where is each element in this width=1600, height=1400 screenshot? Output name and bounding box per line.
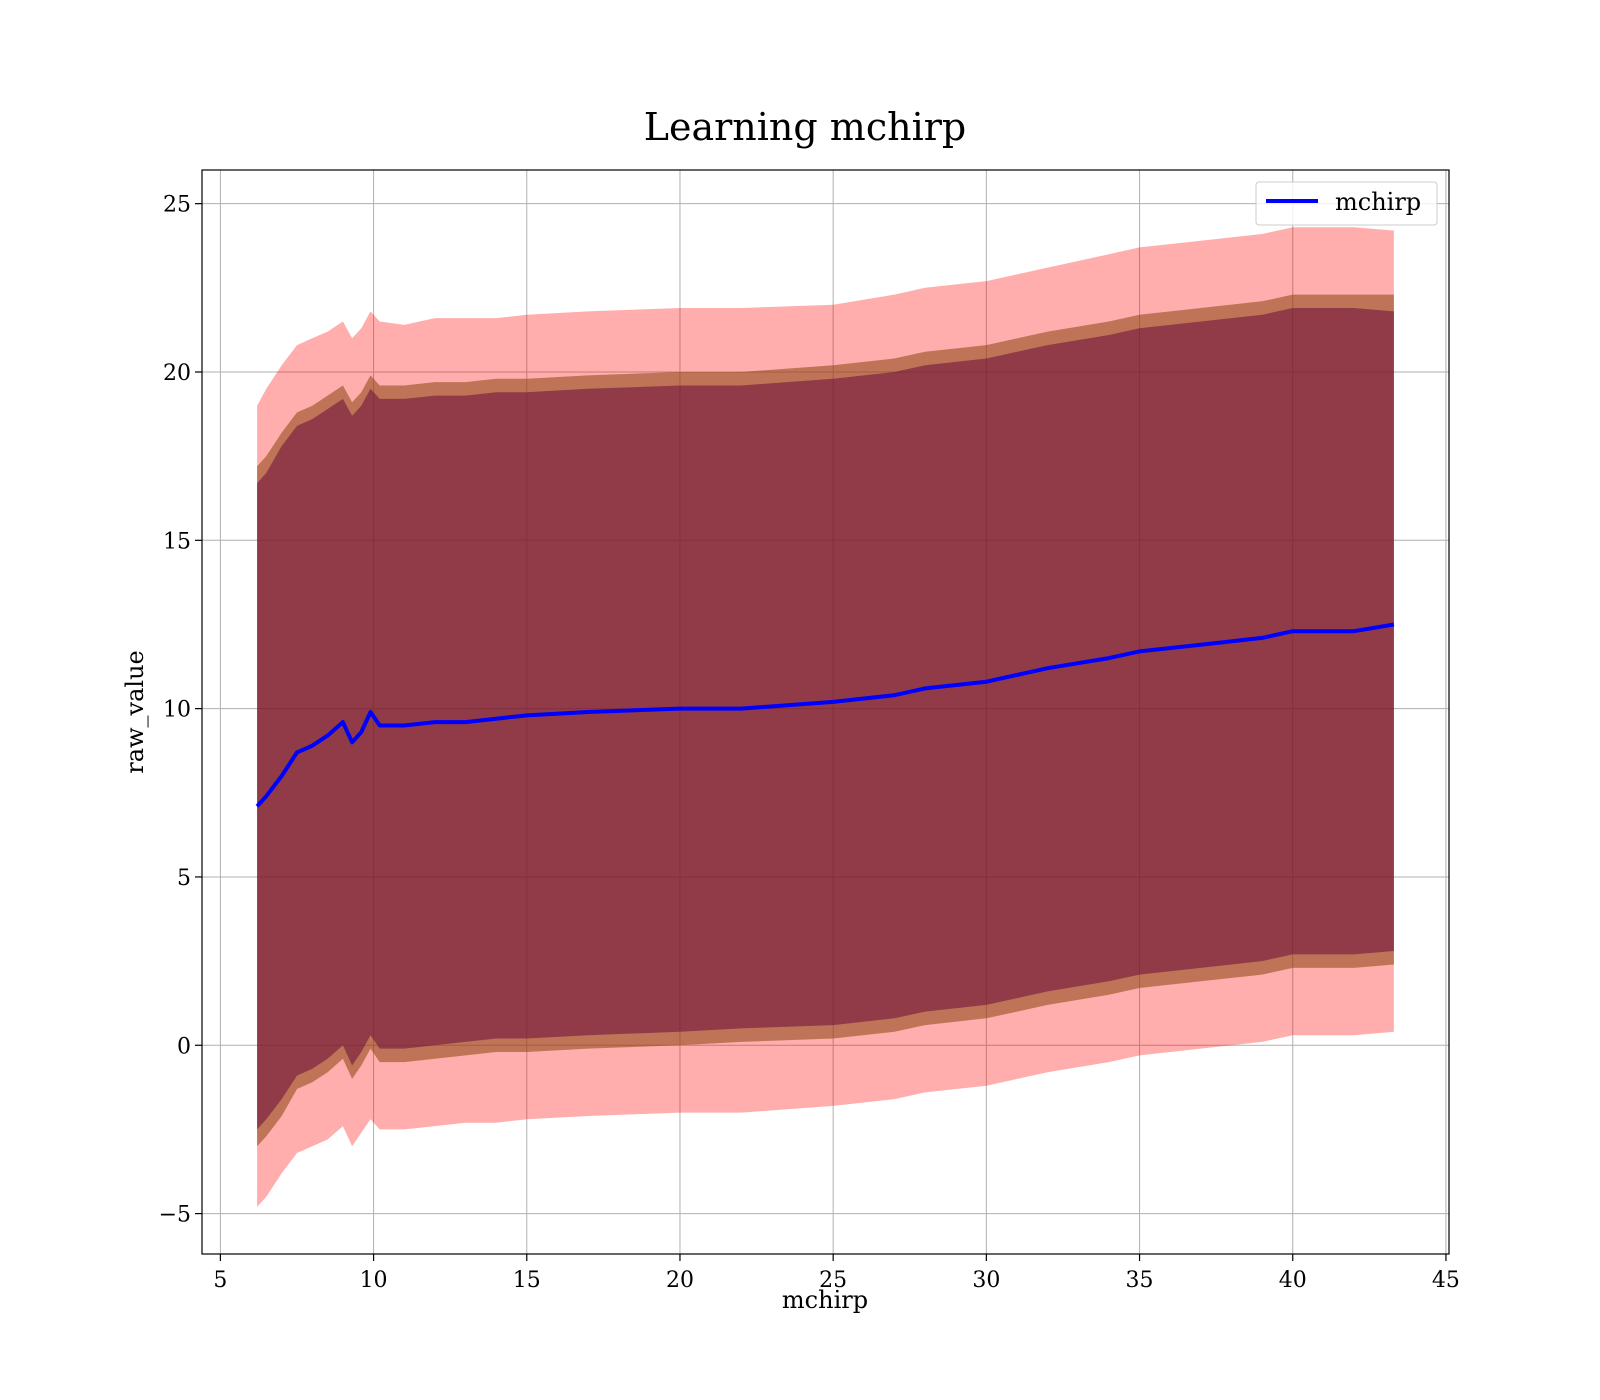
- legend: mchirp: [1255, 181, 1438, 226]
- y-axis: −5 0 5 10 15 20 25: [159, 193, 202, 1228]
- x-tick-label: 30: [972, 1268, 1000, 1293]
- x-tick-label: 10: [360, 1268, 388, 1293]
- x-tick-label: 35: [1126, 1268, 1154, 1293]
- y-tick-label: 25: [163, 193, 191, 218]
- x-tick-label: 5: [213, 1268, 227, 1293]
- x-axis-label: mchirp: [782, 1286, 868, 1314]
- band-inner-band: [257, 308, 1394, 1130]
- y-tick-label: 10: [163, 698, 191, 723]
- x-tick-label: 20: [666, 1268, 694, 1293]
- legend-label-mchirp: mchirp: [1335, 188, 1421, 216]
- y-tick-label: −5: [159, 1203, 191, 1228]
- y-tick-label: 5: [177, 866, 191, 891]
- plot-frame: [201, 169, 1450, 1255]
- y-axis-label: raw_value: [121, 650, 149, 774]
- chart-title: Learning mchirp: [644, 105, 966, 149]
- x-axis: 5 10 15 20 25 30 35 40 45: [213, 1254, 1460, 1293]
- y-tick-label: 0: [177, 1034, 191, 1059]
- legend-box: [1255, 181, 1438, 226]
- y-tick-label: 20: [163, 361, 191, 386]
- x-tick-label: 45: [1432, 1268, 1460, 1293]
- plot-area: [201, 169, 1450, 1255]
- x-tick-label: 25: [819, 1268, 847, 1293]
- series-line-mchirp: [255, 622, 1395, 808]
- bands: [257, 227, 1394, 1207]
- x-tick-label: 15: [513, 1268, 541, 1293]
- y-tick-label: 15: [163, 529, 191, 554]
- x-tick-label: 40: [1279, 1268, 1307, 1293]
